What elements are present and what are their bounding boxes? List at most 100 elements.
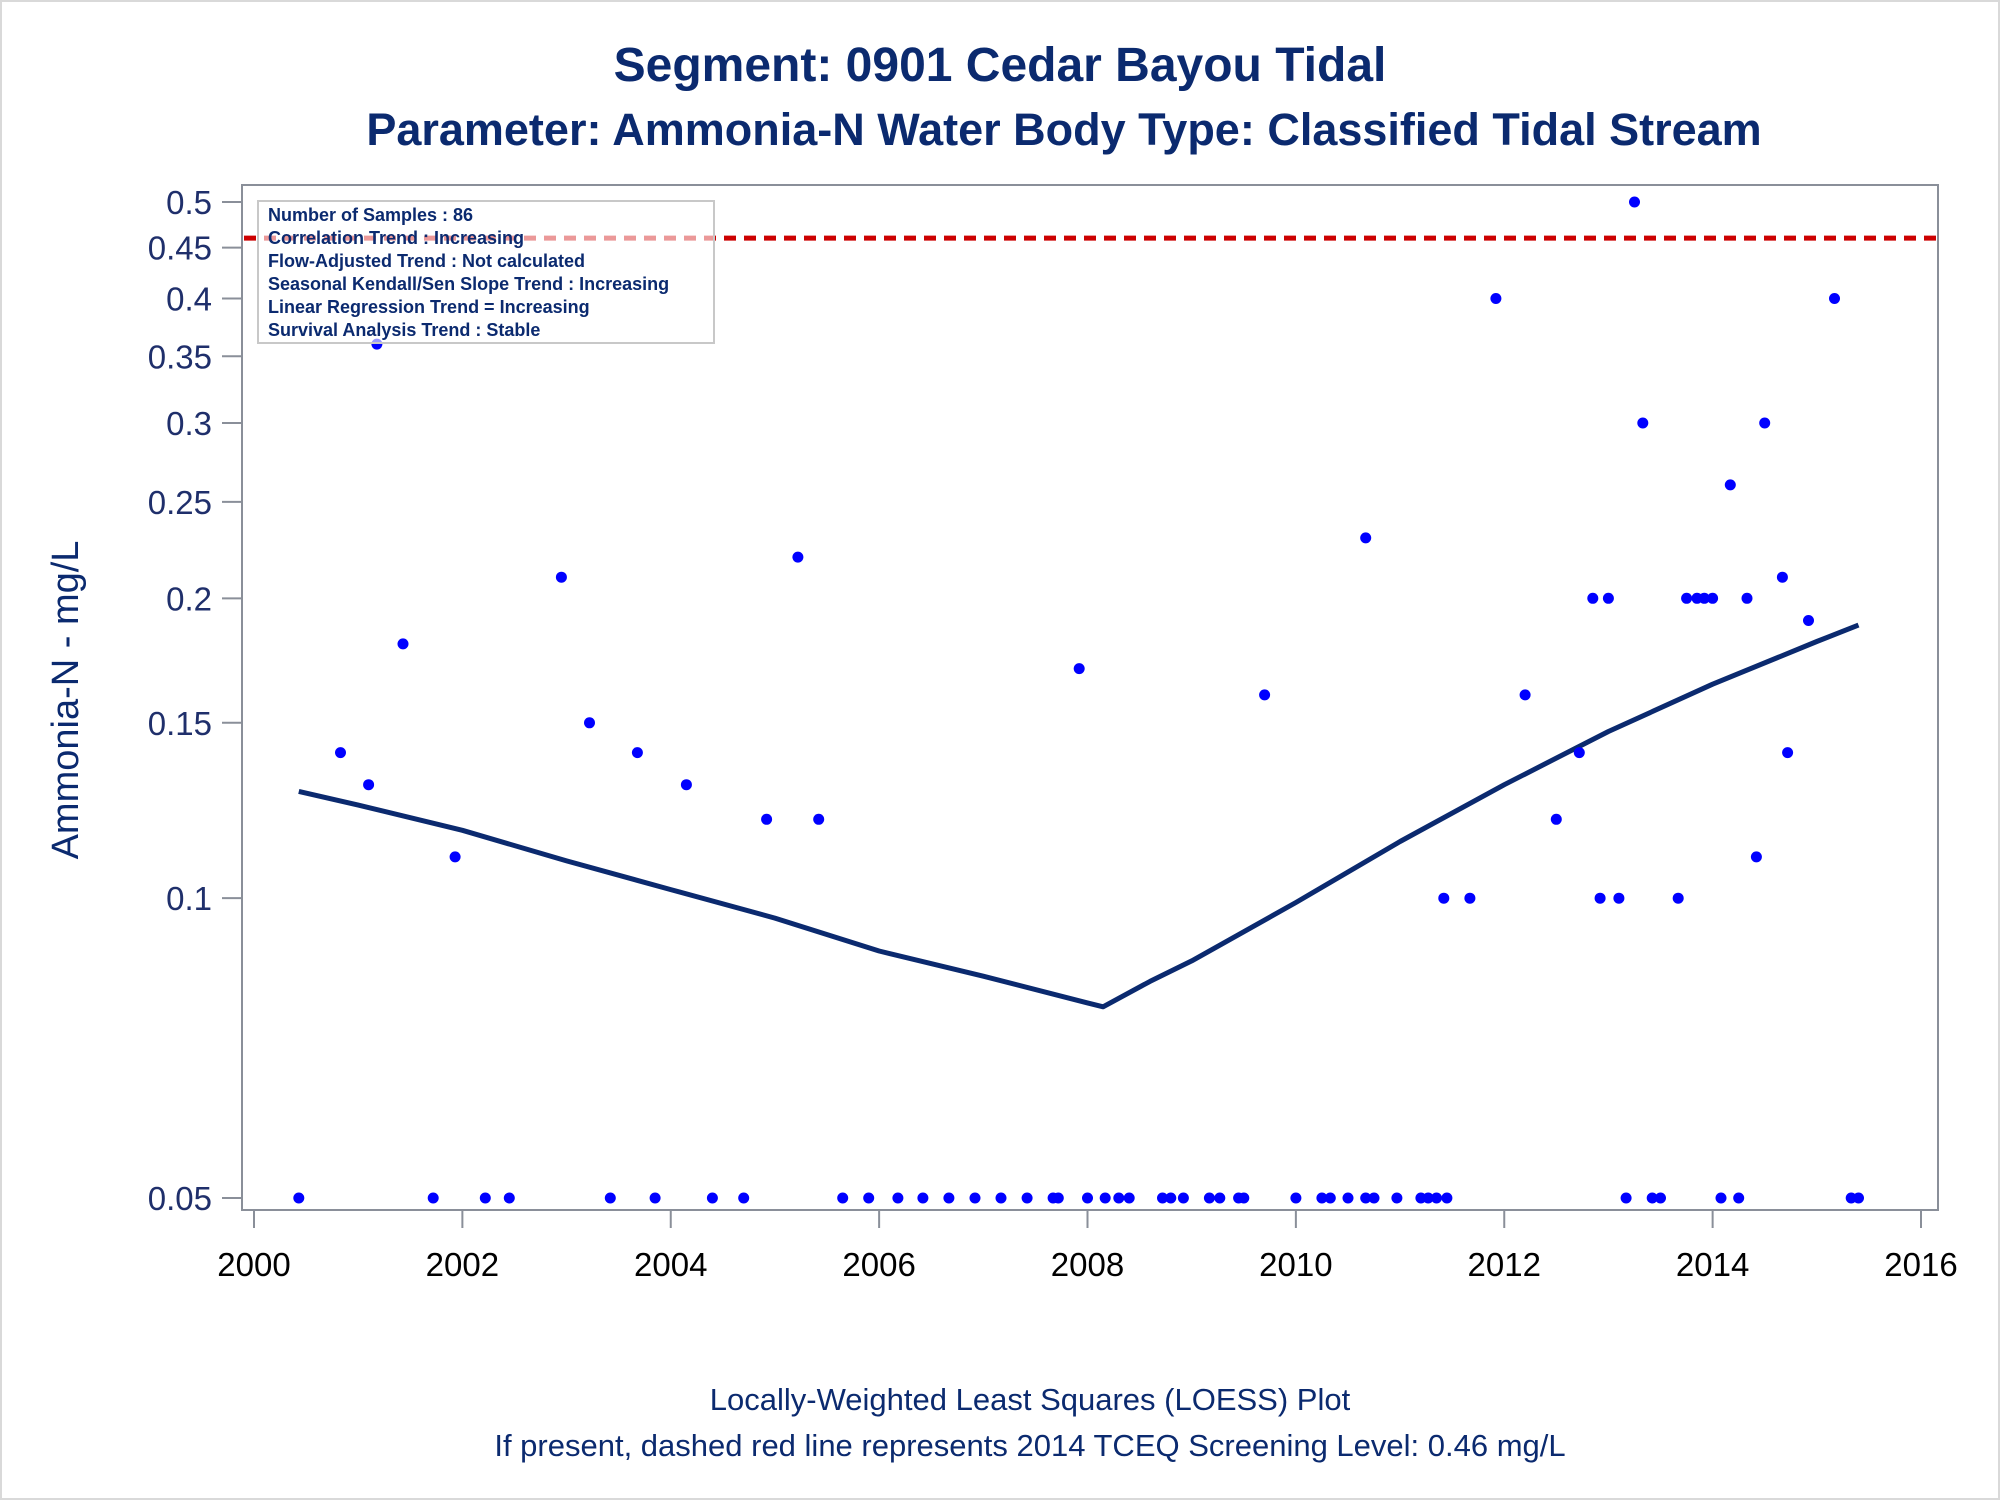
data-point: [1099, 1192, 1111, 1204]
data-point: [1741, 592, 1753, 604]
data-point: [555, 571, 567, 583]
data-point: [1165, 1192, 1177, 1204]
data-point: [1203, 1192, 1215, 1204]
x-tick-label: 2012: [1468, 1246, 1541, 1283]
y-tick-label: 0.3: [166, 405, 212, 442]
data-point: [1646, 1192, 1658, 1204]
data-point: [1829, 293, 1840, 304]
data-point: [1587, 592, 1599, 604]
chart-title: Segment: 0901 Cedar Bayou Tidal: [613, 39, 1387, 92]
data-point: [503, 1192, 515, 1204]
data-point: [1733, 1192, 1745, 1204]
data-point: [1629, 196, 1640, 208]
data-point: [969, 1192, 981, 1204]
data-point: [1214, 1192, 1226, 1204]
x-tick-label: 2016: [1884, 1246, 1957, 1283]
data-point: [479, 1192, 491, 1204]
data-point: [1259, 689, 1271, 701]
data-point: [631, 747, 643, 759]
data-point: [1431, 1192, 1442, 1204]
data-point: [1759, 417, 1771, 429]
data-point: [1853, 1192, 1864, 1204]
y-tick-label: 0.2: [166, 580, 212, 617]
data-point: [604, 1192, 616, 1204]
data-point: [1750, 851, 1762, 863]
data-point: [1602, 592, 1614, 604]
data-point: [792, 551, 804, 563]
x-tick-label: 2000: [217, 1246, 290, 1283]
data-point: [1573, 747, 1585, 759]
x-axis: 2000 2002 2004 2006 2008 2010 2012 2014 2016: [217, 1210, 1958, 1283]
data-point: [449, 851, 461, 863]
stats-line-linear-regression: Linear Regression Trend = Increasing: [268, 297, 590, 317]
y-tick-label: 0.35: [148, 338, 212, 375]
data-point: [1113, 1192, 1125, 1204]
data-point: [1238, 1192, 1250, 1204]
data-point: [1324, 1192, 1336, 1204]
data-point: [1441, 1192, 1453, 1204]
data-point: [1707, 592, 1719, 604]
data-point: [1052, 1192, 1064, 1204]
y-tick-label: 0.5: [166, 184, 212, 221]
stats-box-border: [257, 200, 715, 344]
data-point: [892, 1192, 904, 1204]
data-point: [706, 1192, 718, 1204]
data-point: [1519, 689, 1531, 701]
x-tick-label: 2006: [842, 1246, 915, 1283]
data-point: [1550, 813, 1562, 825]
data-point: [1360, 1192, 1372, 1204]
data-point: [917, 1192, 929, 1204]
loess-curve: [298, 622, 1860, 1010]
data-point: [363, 779, 375, 791]
data-point: [293, 1192, 305, 1204]
footnote-screening-level: If present, dashed red line represents 2…: [494, 1428, 1566, 1463]
data-point: [995, 1192, 1007, 1204]
data-point: [1316, 1192, 1328, 1204]
data-point: [335, 747, 346, 759]
data-point: [1342, 1192, 1354, 1204]
data-point: [1698, 592, 1710, 604]
data-point: [761, 813, 773, 825]
data-point: [1620, 1192, 1632, 1204]
data-points: [293, 196, 1864, 1204]
stats-line-seasonal-kendall: Seasonal Kendall/Sen Slope Trend : Incre…: [268, 274, 669, 294]
trend-stats-box: Number of Samples : 86 Correlation Trend…: [257, 200, 715, 344]
data-point: [649, 1192, 661, 1204]
data-point: [1724, 479, 1736, 491]
data-point: [1123, 1192, 1135, 1204]
data-point: [1360, 532, 1372, 544]
stats-line-correlation: Correlation Trend : Increasing: [268, 228, 524, 248]
data-point: [1391, 1192, 1403, 1204]
data-point: [397, 638, 409, 650]
data-point: [1464, 892, 1476, 904]
data-point: [1021, 1192, 1033, 1204]
x-tick-label: 2002: [426, 1246, 499, 1283]
data-point: [837, 1192, 849, 1204]
data-point: [1438, 892, 1450, 904]
data-point: [1073, 663, 1085, 675]
stats-line-survival: Survival Analysis Trend : Stable: [268, 320, 540, 340]
data-point: [584, 717, 595, 729]
data-point: [1776, 571, 1788, 583]
data-point: [863, 1192, 875, 1204]
data-point: [1157, 1192, 1168, 1204]
data-point: [427, 1192, 439, 1204]
data-point: [1422, 1192, 1434, 1204]
y-tick-label: 0.4: [166, 281, 212, 318]
data-point: [813, 813, 825, 825]
data-point: [1637, 417, 1649, 429]
data-point: [1655, 1192, 1666, 1204]
data-point: [738, 1192, 750, 1204]
data-point: [1782, 747, 1794, 759]
footnote-loess: Locally-Weighted Least Squares (LOESS) P…: [709, 1382, 1351, 1417]
y-axis: 0.05 0.1 0.15 0.2 0.25 0.3 0.35 0.4 0.45 0.5: [148, 184, 242, 1217]
data-point: [1715, 1192, 1727, 1204]
data-point: [943, 1192, 955, 1204]
data-point: [1803, 615, 1814, 626]
data-point: [1368, 1192, 1380, 1204]
data-point: [1290, 1192, 1302, 1204]
data-point: [1672, 892, 1684, 904]
data-point: [1594, 892, 1606, 904]
stats-line-samples: Number of Samples : 86: [268, 205, 473, 225]
data-point: [1490, 293, 1502, 304]
